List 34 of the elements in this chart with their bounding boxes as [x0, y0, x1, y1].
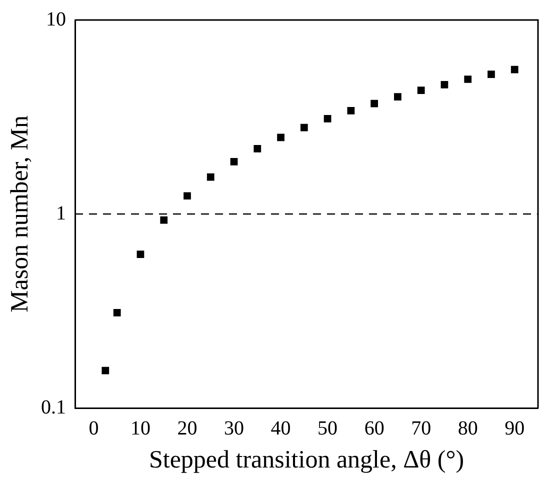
point	[394, 93, 402, 100]
x-tick-label: 70	[411, 417, 432, 440]
y-tick-label: 0.1	[41, 396, 66, 418]
x-axis-title: Stepped transition angle, Δθ (°)	[148, 446, 464, 474]
point	[160, 216, 168, 224]
x-tick-label: 0	[88, 417, 99, 440]
x-tick-label: 90	[504, 417, 525, 440]
point	[464, 76, 472, 83]
point	[440, 81, 448, 88]
point	[347, 106, 355, 114]
point	[417, 86, 425, 94]
x-tick-label: 20	[177, 417, 198, 440]
y-tick-label: 10	[46, 8, 66, 30]
point	[510, 66, 518, 74]
point	[184, 192, 191, 200]
x-tick-label: 80	[458, 417, 478, 440]
point	[206, 173, 214, 181]
point	[300, 124, 308, 132]
point	[113, 308, 121, 316]
point	[488, 70, 495, 78]
x-tick-label: 30	[224, 417, 244, 440]
point	[230, 158, 238, 166]
point	[324, 114, 332, 122]
point	[102, 366, 110, 374]
y-axis-title: Mason number, Mn	[6, 115, 34, 312]
x-tick-label: 10	[130, 417, 150, 440]
point	[254, 145, 262, 152]
x-tick-label: 50	[318, 417, 338, 440]
x-tick-label: 60	[364, 417, 384, 440]
x-tick-label: 40	[270, 417, 291, 440]
point	[370, 100, 378, 108]
point	[277, 134, 284, 142]
point	[136, 250, 144, 258]
y-tick-label: 1	[56, 202, 66, 224]
